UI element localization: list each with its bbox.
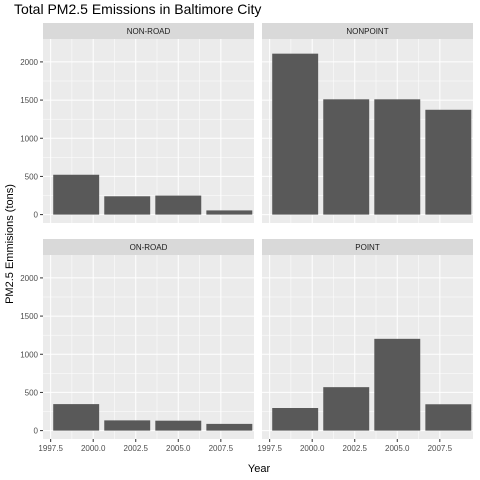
facet-strip-label: ON-ROAD bbox=[130, 243, 168, 252]
bar-2008 bbox=[425, 109, 472, 215]
facet-panel-non-road: NON-ROAD 0 500 1000 1500 2000 bbox=[20, 23, 254, 223]
facet-panel-nonpoint: NONPOINT bbox=[262, 23, 473, 223]
facet-strip-label: NON-ROAD bbox=[127, 27, 171, 36]
facet-strip-label: POINT bbox=[355, 243, 380, 252]
x-tick-label: 1997.5 bbox=[38, 444, 63, 453]
y-tick-label: 1500 bbox=[20, 96, 38, 105]
x-tick-label: 2000.0 bbox=[300, 444, 325, 453]
y-tick-label: 1000 bbox=[20, 350, 38, 359]
y-tick-label: 0 bbox=[34, 211, 39, 220]
x-tick-label: 1997.5 bbox=[257, 444, 282, 453]
y-tick-label: 0 bbox=[34, 427, 39, 436]
facet-panel-on-road: ON-ROAD 0 500 1000 1500 2000 1997.5 2000.0 2002.… bbox=[20, 239, 254, 453]
bar-1999 bbox=[53, 174, 100, 215]
bar-1999 bbox=[272, 408, 319, 431]
bar-2005 bbox=[155, 420, 202, 431]
y-tick-label: 500 bbox=[25, 172, 39, 181]
y-tick-label: 2000 bbox=[20, 274, 38, 283]
facet-strip bbox=[262, 23, 473, 39]
bar-2005 bbox=[374, 99, 421, 215]
x-axis-title: Year bbox=[248, 463, 271, 475]
x-tick-label: 2002.5 bbox=[343, 444, 368, 453]
y-axis-title: PM2.5 Emmisions (tons) bbox=[4, 184, 16, 304]
bar-2005 bbox=[374, 338, 421, 431]
facet-strip-label: NONPOINT bbox=[346, 27, 388, 36]
facet-strip bbox=[43, 239, 254, 255]
y-tick-label: 1000 bbox=[20, 134, 38, 143]
y-tick-label: 1500 bbox=[20, 312, 38, 321]
bar-1999 bbox=[53, 404, 100, 431]
x-tick-label: 2002.5 bbox=[124, 444, 149, 453]
x-tick-label: 2000.0 bbox=[81, 444, 106, 453]
x-tick-label: 2005.0 bbox=[166, 444, 191, 453]
bar-2008 bbox=[206, 423, 253, 431]
facet-strip bbox=[43, 23, 254, 39]
y-tick-label: 500 bbox=[25, 388, 39, 397]
bar-2002 bbox=[104, 196, 151, 215]
bar-2002 bbox=[104, 420, 151, 431]
bar-1999 bbox=[272, 53, 319, 215]
bar-2008 bbox=[206, 210, 253, 215]
bar-2002 bbox=[323, 99, 370, 215]
facet-strip bbox=[262, 239, 473, 255]
y-tick-label: 2000 bbox=[20, 58, 38, 67]
facet-panels: NON-ROAD 0 500 1000 1500 2000 NONPOINT ON-ROAD 0… bbox=[20, 23, 473, 453]
bar-2008 bbox=[425, 404, 472, 431]
chart-title: Total PM2.5 Emissions in Baltimore City bbox=[14, 1, 261, 17]
x-tick-label: 2005.0 bbox=[385, 444, 410, 453]
x-tick-label: 2007.5 bbox=[209, 444, 234, 453]
bar-2002 bbox=[323, 387, 370, 431]
bar-2005 bbox=[155, 195, 202, 215]
x-tick-label: 2007.5 bbox=[428, 444, 453, 453]
facet-panel-point: POINT 1997.5 2000.0 2002.5 2005.0 2007.5 bbox=[257, 239, 473, 453]
